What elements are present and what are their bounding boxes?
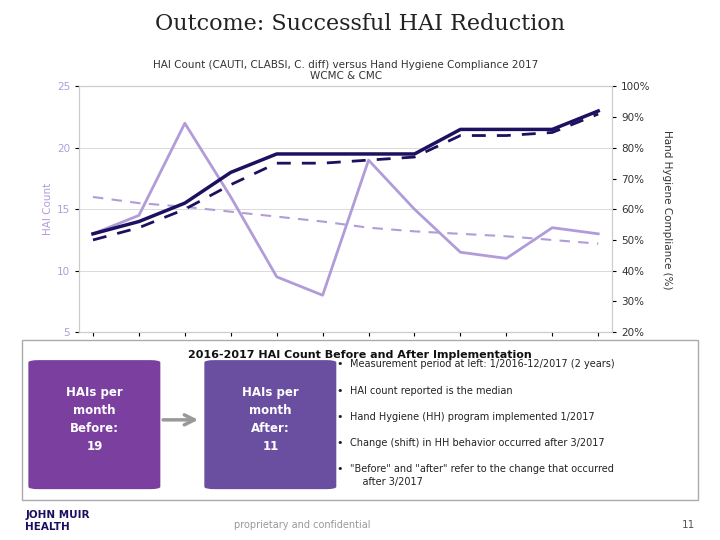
Y-axis label: Hand Hygiene Compliance (%): Hand Hygiene Compliance (%) bbox=[662, 130, 672, 289]
FancyBboxPatch shape bbox=[28, 360, 161, 489]
FancyBboxPatch shape bbox=[22, 340, 698, 500]
Text: •: • bbox=[336, 386, 343, 396]
Text: "Before" and "after" refer to the change that occurred
    after 3/2017: "Before" and "after" refer to the change… bbox=[350, 464, 613, 487]
Text: 2016-2017 HAI Count Before and After Implementation: 2016-2017 HAI Count Before and After Imp… bbox=[188, 350, 532, 360]
Text: HAI count reported is the median: HAI count reported is the median bbox=[350, 386, 513, 396]
FancyBboxPatch shape bbox=[204, 360, 336, 489]
Text: 11: 11 bbox=[682, 520, 695, 530]
Text: Outcome: Successful HAI Reduction: Outcome: Successful HAI Reduction bbox=[155, 14, 565, 36]
Text: HAIs per
month
Before:
19: HAIs per month Before: 19 bbox=[66, 386, 123, 454]
Text: Measurement period at left: 1/2016-12/2017 (2 years): Measurement period at left: 1/2016-12/20… bbox=[350, 359, 614, 369]
Text: proprietary and confidential: proprietary and confidential bbox=[234, 520, 371, 530]
Text: HAIs per
month
After:
11: HAIs per month After: 11 bbox=[243, 386, 299, 454]
Text: •: • bbox=[336, 464, 343, 475]
Title: HAI Count (CAUTI, CLABSI, C. diff) versus Hand Hygiene Compliance 2017
WCMC & CM: HAI Count (CAUTI, CLABSI, C. diff) versu… bbox=[153, 60, 539, 82]
Text: Hand Hygiene (HH) program implemented 1/2017: Hand Hygiene (HH) program implemented 1/… bbox=[350, 412, 595, 422]
Y-axis label: HAI Count: HAI Count bbox=[42, 183, 53, 235]
Text: Change (shift) in HH behavior occurred after 3/2017: Change (shift) in HH behavior occurred a… bbox=[350, 438, 605, 448]
Text: •: • bbox=[336, 438, 343, 448]
Text: JOHN MUIR
HEALTH: JOHN MUIR HEALTH bbox=[25, 510, 90, 532]
Text: •: • bbox=[336, 412, 343, 422]
Text: •: • bbox=[336, 359, 343, 369]
